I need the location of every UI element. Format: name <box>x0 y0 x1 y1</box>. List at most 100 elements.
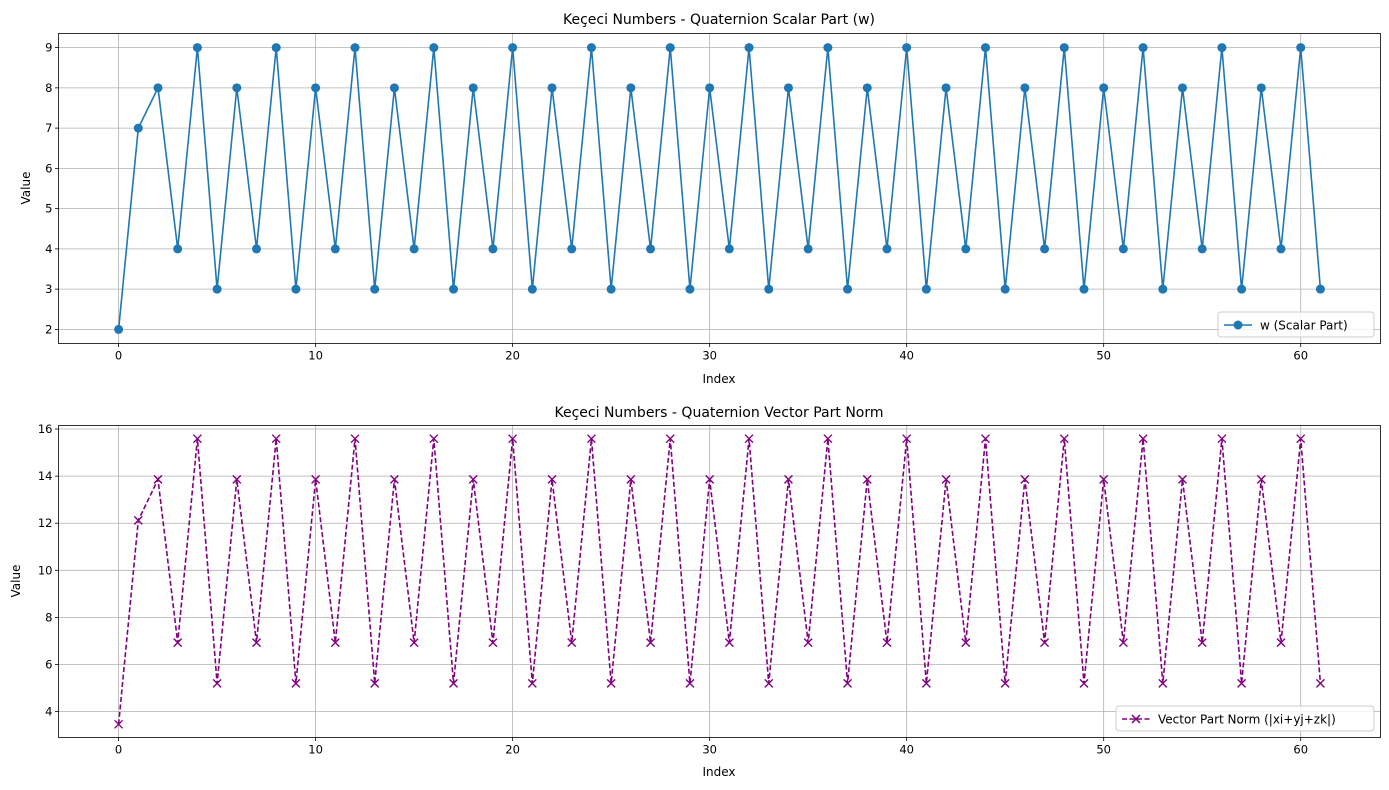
data-point <box>862 83 872 93</box>
data-point <box>350 434 360 444</box>
series-group <box>114 434 1325 729</box>
data-point <box>1296 434 1306 444</box>
data-point <box>902 434 912 444</box>
data-point <box>547 474 557 484</box>
data-point <box>921 284 931 294</box>
legend-label: Vector Part Norm (|xi+yj+zk|) <box>1158 713 1336 727</box>
data-point <box>685 678 695 688</box>
series-line <box>117 47 1322 330</box>
y-tick-label: 4 <box>45 242 52 256</box>
data-point <box>488 638 498 648</box>
data-point <box>192 434 202 444</box>
y-tick-label: 8 <box>45 81 52 95</box>
data-point <box>429 434 439 444</box>
data-point <box>1118 244 1128 254</box>
legend-marker-sample <box>1233 320 1243 330</box>
data-point <box>843 284 853 294</box>
data-point <box>330 244 340 254</box>
data-point <box>508 43 518 53</box>
data-point <box>1177 83 1187 93</box>
data-point <box>468 474 478 484</box>
x-tick-label: 60 <box>1293 743 1308 757</box>
data-point <box>1237 284 1247 294</box>
data-point <box>980 43 990 53</box>
y-tick-label: 2 <box>45 322 52 336</box>
data-point <box>783 83 793 93</box>
y-axis-ticks: 4 6 8 10 12 14 16 <box>38 422 59 719</box>
x-tick-label: 30 <box>702 743 717 757</box>
x-tick-label: 30 <box>702 349 717 363</box>
data-point <box>389 474 399 484</box>
y-tick-label: 14 <box>38 469 53 483</box>
x-axis-label: Index <box>702 765 735 779</box>
y-tick-label: 5 <box>45 202 52 216</box>
data-point <box>1020 83 1030 93</box>
y-axis-ticks: 2 3 4 5 6 7 8 9 <box>45 41 59 336</box>
data-point <box>1315 284 1325 294</box>
data-point <box>370 284 380 294</box>
data-point <box>1178 474 1187 484</box>
data-point <box>232 474 242 484</box>
data-point <box>803 244 813 254</box>
legend-box <box>1217 311 1375 338</box>
data-point <box>1059 43 1069 53</box>
data-point <box>1217 43 1227 53</box>
data-point <box>1158 678 1168 688</box>
data-point <box>961 244 971 254</box>
data-point <box>606 678 616 688</box>
x-tick-label: 40 <box>899 349 914 363</box>
legend: w (Scalar Part) <box>1217 311 1375 338</box>
x-tick-label: 0 <box>115 743 122 757</box>
data-point <box>586 434 596 444</box>
data-point <box>606 284 616 294</box>
data-point <box>685 284 695 294</box>
data-point <box>803 638 813 648</box>
data-point <box>1099 474 1109 484</box>
data-point <box>862 474 872 484</box>
vector-norm-subplot: Keçeci Numbers - Quaternion Vector Part … <box>9 405 1381 779</box>
data-point <box>1059 434 1069 444</box>
y-tick-label: 6 <box>45 161 52 175</box>
data-point <box>330 638 340 648</box>
data-point <box>626 83 636 93</box>
gridlines <box>58 425 1381 738</box>
data-point <box>941 83 951 93</box>
y-tick-label: 12 <box>38 516 53 530</box>
data-point <box>724 638 734 648</box>
y-tick-label: 3 <box>45 282 52 296</box>
chart-title: Keçeci Numbers - Quaternion Vector Part … <box>555 405 884 421</box>
data-point <box>567 638 577 648</box>
data-point <box>429 43 439 53</box>
y-tick-label: 4 <box>45 705 52 719</box>
data-point <box>1118 638 1128 648</box>
data-point <box>1197 244 1207 254</box>
data-point <box>1276 638 1286 648</box>
x-tick-label: 40 <box>899 743 914 757</box>
x-tick-label: 10 <box>308 349 323 363</box>
legend-marker-sample <box>1131 714 1141 724</box>
plot-frame <box>58 425 1381 738</box>
data-point <box>1256 474 1266 484</box>
data-point <box>153 83 163 93</box>
x-tick-label: 50 <box>1096 349 1111 363</box>
data-point <box>1237 678 1247 688</box>
data-point <box>744 434 754 444</box>
data-point <box>764 284 774 294</box>
data-point <box>133 515 143 525</box>
y-tick-label: 16 <box>38 422 53 436</box>
data-point <box>586 43 596 53</box>
data-point <box>783 474 793 484</box>
data-point <box>980 434 990 444</box>
data-point <box>212 284 222 294</box>
y-axis-label: Value <box>9 565 23 598</box>
data-point <box>291 284 301 294</box>
data-point <box>902 43 912 53</box>
data-point <box>764 678 774 688</box>
legend-label: w (Scalar Part) <box>1260 319 1348 333</box>
data-point <box>409 638 419 648</box>
x-tick-label: 20 <box>505 743 520 757</box>
data-point <box>212 678 222 688</box>
data-point <box>370 678 380 688</box>
